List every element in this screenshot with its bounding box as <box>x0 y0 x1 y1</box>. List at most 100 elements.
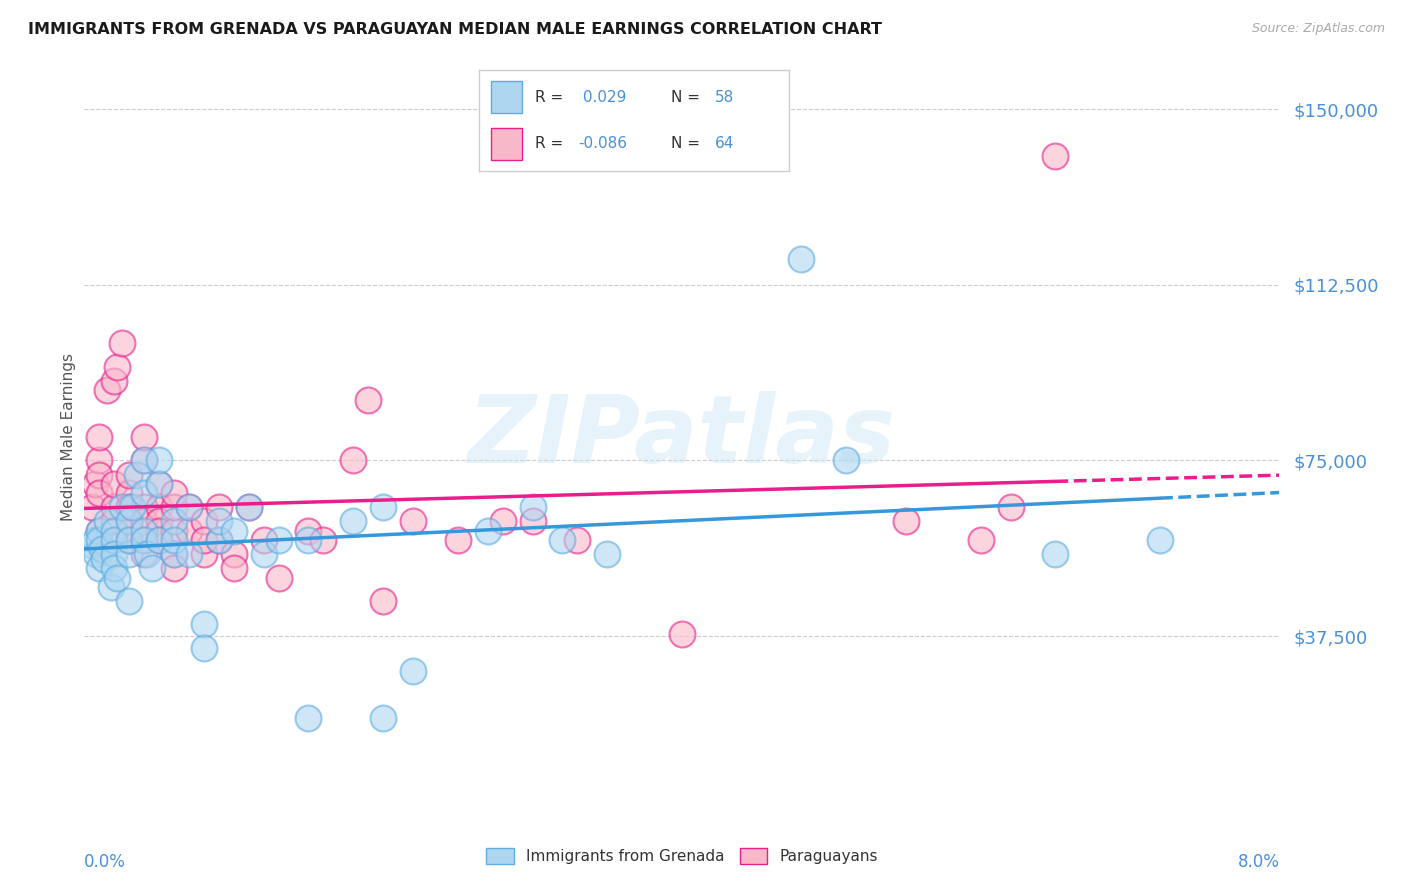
Point <box>118 514 141 528</box>
Point <box>103 514 125 528</box>
Point <box>402 514 425 528</box>
Point <box>96 384 118 398</box>
Point <box>373 500 395 515</box>
Point <box>103 547 125 561</box>
Point <box>132 453 156 467</box>
Point <box>267 533 290 547</box>
Point <box>103 533 125 547</box>
Text: 8.0%: 8.0% <box>1237 853 1279 871</box>
Point <box>835 453 858 467</box>
Point <box>96 514 118 528</box>
Point <box>208 533 231 547</box>
Point <box>208 533 231 547</box>
Point <box>89 524 111 538</box>
Point <box>894 514 917 528</box>
Point <box>89 486 111 500</box>
Point <box>1045 149 1067 163</box>
Point <box>136 547 159 561</box>
Point <box>148 500 170 515</box>
Point <box>522 514 544 528</box>
Legend: Immigrants from Grenada, Paraguayans: Immigrants from Grenada, Paraguayans <box>478 840 886 871</box>
Point <box>132 500 156 515</box>
Point <box>163 547 186 561</box>
Point <box>118 467 141 482</box>
Point <box>89 453 111 467</box>
Point <box>148 476 170 491</box>
Point <box>208 500 231 515</box>
Point <box>596 547 619 561</box>
Point <box>80 538 103 552</box>
Point <box>83 476 105 491</box>
Text: Source: ZipAtlas.com: Source: ZipAtlas.com <box>1251 22 1385 36</box>
Point <box>118 486 141 500</box>
Point <box>163 561 186 575</box>
Point <box>118 514 141 528</box>
Point <box>103 533 125 547</box>
Point <box>567 533 589 547</box>
Point <box>1149 533 1171 547</box>
Point <box>103 561 125 575</box>
Point <box>89 524 111 538</box>
Point <box>118 533 141 547</box>
Point <box>118 594 141 608</box>
Point <box>208 514 231 528</box>
Point <box>297 711 319 725</box>
Point <box>111 500 134 515</box>
Point <box>373 594 395 608</box>
Point <box>1000 500 1022 515</box>
Point <box>551 533 574 547</box>
Point <box>118 547 141 561</box>
Point <box>132 453 156 467</box>
Point <box>163 514 186 528</box>
Point <box>105 571 128 585</box>
Text: IMMIGRANTS FROM GRENADA VS PARAGUAYAN MEDIAN MALE EARNINGS CORRELATION CHART: IMMIGRANTS FROM GRENADA VS PARAGUAYAN ME… <box>28 22 882 37</box>
Point <box>148 476 170 491</box>
Point <box>163 500 186 515</box>
Point <box>132 514 156 528</box>
Point <box>477 524 499 538</box>
Point <box>105 359 128 374</box>
Point <box>177 500 200 515</box>
Point <box>222 561 245 575</box>
Point <box>177 500 200 515</box>
Text: ZIPatlas: ZIPatlas <box>468 391 896 483</box>
Point <box>148 533 170 547</box>
Point <box>141 561 163 575</box>
Point <box>86 547 108 561</box>
Point <box>238 500 260 515</box>
Point <box>118 500 141 515</box>
Point <box>297 533 319 547</box>
Point <box>103 374 125 388</box>
Point <box>193 533 215 547</box>
Point <box>83 533 105 547</box>
Point <box>222 547 245 561</box>
Point <box>163 486 186 500</box>
Point <box>132 547 156 561</box>
Point <box>1045 547 1067 561</box>
Point <box>103 500 125 515</box>
Point <box>148 453 170 467</box>
Point <box>297 524 319 538</box>
Point <box>121 500 143 515</box>
Point <box>238 500 260 515</box>
Point <box>148 524 170 538</box>
Text: 0.0%: 0.0% <box>84 853 127 871</box>
Point <box>163 524 186 538</box>
Point <box>373 711 395 725</box>
Point <box>132 533 156 547</box>
Point <box>522 500 544 515</box>
Point <box>132 430 156 444</box>
Point <box>80 500 103 515</box>
Point <box>253 533 276 547</box>
Point <box>193 514 215 528</box>
Point <box>312 533 335 547</box>
Point <box>103 476 125 491</box>
Point <box>163 533 186 547</box>
Point <box>492 514 515 528</box>
Point <box>790 252 813 266</box>
Point <box>89 467 111 482</box>
Point <box>132 486 156 500</box>
Point <box>177 524 200 538</box>
Point <box>671 626 693 640</box>
Point <box>148 514 170 528</box>
